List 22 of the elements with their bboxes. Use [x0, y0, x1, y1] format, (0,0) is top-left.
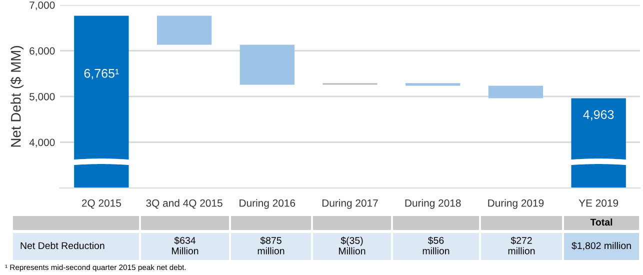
y-tick-label: 5,000	[29, 93, 55, 102]
text: Total	[590, 218, 612, 226]
text: $272 million	[508, 236, 535, 254]
y-axis-title: Net Debt ($ MM)	[10, 46, 24, 147]
text: $1,802 million	[572, 242, 631, 250]
x-tick-label: 3Q and 4Q 2015	[146, 199, 222, 209]
y-tick-label: 4,000	[29, 138, 55, 148]
x-tick-label: During 2019	[488, 199, 544, 209]
text: $(35) Million	[339, 236, 366, 254]
x-tick-label: During 2016	[240, 199, 296, 209]
text: Net Debt Reduction	[20, 242, 104, 250]
text: $875 million	[258, 236, 284, 254]
x-tick-label: 2Q 2015	[82, 199, 121, 209]
data-label: 6,765¹	[84, 68, 119, 80]
text: $56 million	[422, 236, 450, 254]
y-tick-label: 7,000	[30, 2, 55, 10]
x-tick-label: YE 2019	[578, 199, 618, 207]
text: $634 Million	[172, 236, 198, 254]
x-tick-label: During 2018	[405, 199, 461, 209]
x-tick-label: During 2017	[322, 199, 378, 209]
y-tick-label: 6,000	[30, 47, 55, 56]
data-label: 4,963	[583, 110, 614, 120]
